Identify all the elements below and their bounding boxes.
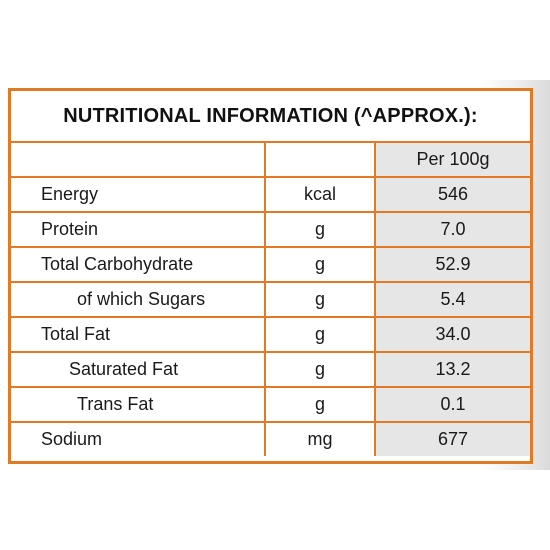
nutrient-value: 52.9 — [374, 246, 530, 283]
nutrient-unit: kcal — [264, 176, 376, 213]
nutrient-name: Saturated Fat — [11, 351, 266, 388]
nutrient-name: Energy — [11, 176, 266, 213]
nutrient-unit: mg — [264, 421, 376, 456]
nutrient-value: 7.0 — [374, 211, 530, 248]
table-row: Trans Fat g 0.1 — [11, 386, 530, 423]
table-row: Energy kcal 546 — [11, 176, 530, 213]
nutrient-name: of which Sugars — [11, 281, 266, 318]
nutrient-unit: g — [264, 281, 376, 318]
nutrient-value: 34.0 — [374, 316, 530, 353]
table-row: Total Fat g 34.0 — [11, 316, 530, 353]
table-row: Saturated Fat g 13.2 — [11, 351, 530, 388]
table-row: of which Sugars g 5.4 — [11, 281, 530, 318]
nutrient-value: 0.1 — [374, 386, 530, 423]
nutrient-value: 13.2 — [374, 351, 530, 388]
nutrient-unit: g — [264, 246, 376, 283]
table-row: Sodium mg 677 — [11, 421, 530, 456]
nutrient-name: Trans Fat — [11, 386, 266, 423]
nutrient-name: Protein — [11, 211, 266, 248]
nutrient-unit: g — [264, 211, 376, 248]
table-row: Total Carbohydrate g 52.9 — [11, 246, 530, 283]
nutrition-panel: NUTRITIONAL INFORMATION (^APPROX.): Per … — [8, 88, 533, 464]
nutrient-value: 546 — [374, 176, 530, 213]
nutrient-name: Sodium — [11, 421, 266, 456]
nutrition-table: Per 100g Energy kcal 546 Protein g 7.0 T… — [11, 143, 530, 456]
per-100g-header: Per 100g — [374, 143, 530, 178]
nutrient-unit: g — [264, 386, 376, 423]
header-name-cell — [11, 143, 266, 178]
nutrient-value: 5.4 — [374, 281, 530, 318]
panel-title: NUTRITIONAL INFORMATION (^APPROX.): — [11, 91, 530, 143]
nutrient-unit: g — [264, 351, 376, 388]
header-unit-cell — [264, 143, 376, 178]
nutrient-name: Total Fat — [11, 316, 266, 353]
nutrient-value: 677 — [374, 421, 530, 456]
header-row: Per 100g — [11, 143, 530, 178]
table-row: Protein g 7.0 — [11, 211, 530, 248]
nutrient-name: Total Carbohydrate — [11, 246, 266, 283]
nutrient-unit: g — [264, 316, 376, 353]
